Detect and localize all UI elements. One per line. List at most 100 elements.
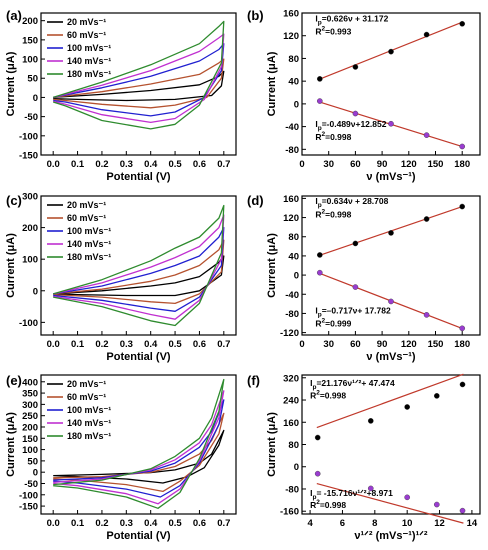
x-tick-label: 150 (428, 159, 444, 170)
annotation-text: =0.634ν + 28.708 (322, 196, 389, 206)
y-tick-label: -100 (19, 318, 38, 329)
legend-label: 140 mVs⁻¹ (67, 56, 111, 66)
legend-label: 60 mVs⁻¹ (67, 392, 106, 402)
data-point (433, 501, 440, 508)
x-tick-label: 0.3 (120, 518, 133, 529)
x-tick-label: 60 (350, 339, 361, 350)
panel-a: (a) 0.0 0.1 0.2 0.3 0.4 0.5 0.6 0.7 -150 -100 -50 0 5… (5, 8, 237, 183)
plot-frame (301, 195, 481, 336)
y-tick-label: 120 (283, 213, 299, 224)
y-tick-label: 240 (283, 396, 299, 407)
annotation-symbol: I (310, 488, 312, 498)
data-point (367, 485, 374, 492)
y-tick-label: 320 (283, 373, 299, 384)
data-point (433, 393, 440, 399)
cv-curve-2 (53, 239, 225, 305)
x-tick-label: 0.1 (71, 159, 85, 170)
cv-curve-4 (53, 390, 225, 505)
fit-annotation: Ip= -15.716ν¹ᐟ²+8.971 (310, 488, 393, 501)
data-point (316, 252, 323, 258)
data-point (388, 48, 394, 55)
annotation-text: =0.998 (320, 391, 347, 401)
y-tick-label: -160 (280, 507, 299, 518)
fit-annotation: R2=0.999 (315, 317, 351, 328)
y-axis-label: Current (μA) (266, 233, 278, 298)
y-tick-label: -100 (19, 490, 38, 501)
cv-curve-5 (53, 204, 225, 327)
fit-annotation: R2=0.998 (310, 390, 346, 401)
cv-curve-4 (53, 33, 225, 124)
y-tick-label: 160 (283, 9, 299, 20)
x-axis-label: ν (mVs⁻¹) (366, 171, 416, 183)
plot-frame (40, 374, 237, 515)
legend-label: 60 mVs⁻¹ (67, 213, 106, 223)
data-point (404, 404, 410, 410)
y-tick-label: -150 (19, 151, 38, 162)
panel-label: (e) (6, 373, 22, 388)
legend-label: 100 mVs⁻¹ (67, 226, 111, 236)
y-tick-label: -80 (285, 309, 299, 320)
x-tick-label: 0.6 (193, 518, 206, 529)
x-tick-label: 10 (402, 518, 413, 529)
y-tick-label: -40 (285, 122, 299, 133)
annotation-symbol: R (315, 210, 321, 220)
annotation-text: =0.998 (325, 132, 352, 142)
data-point (314, 434, 321, 441)
x-axis-label: Potential (V) (106, 171, 171, 183)
y-tick-label: 80 (288, 232, 299, 243)
legend-label: 180 mVs⁻¹ (67, 431, 111, 441)
plot-frame (40, 12, 237, 156)
y-tick-label: 200 (22, 16, 38, 27)
panel-label: (f) (247, 373, 260, 388)
y-tick-label: 0 (294, 271, 299, 282)
x-tick-label: 0.7 (217, 159, 230, 170)
data-point (352, 240, 359, 247)
annotation-text: =21.176ν¹ᐟ²+ 47.474 (316, 378, 395, 388)
panel-label: (b) (247, 8, 264, 23)
x-tick-label: 150 (428, 339, 444, 350)
legend-label: 140 mVs⁻¹ (67, 418, 111, 428)
x-tick-label: 90 (377, 339, 388, 350)
y-tick-label: 50 (27, 456, 38, 467)
y-tick-label: 80 (288, 54, 299, 65)
y-tick-label: 80 (288, 440, 299, 451)
data-point (352, 284, 359, 290)
annotation-text: =-0.489ν+12.852 (322, 119, 387, 129)
x-tick-label: 120 (401, 339, 417, 350)
annotation-subscript: p (312, 494, 316, 501)
y-tick-label: 0 (294, 462, 299, 473)
panel-label: (a) (6, 8, 22, 23)
annotation-text: =0.998 (320, 500, 347, 510)
y-tick-label: -150 (19, 502, 38, 513)
legend-label: 20 mVs⁻¹ (67, 17, 106, 27)
y-axis-label: Current (μA) (5, 51, 17, 116)
x-tick-label: 0.1 (71, 339, 85, 350)
annotation-text: =0.993 (325, 27, 352, 37)
annotation-subscript: p (318, 125, 322, 132)
y-tick-label: 250 (22, 411, 38, 422)
data-point (459, 381, 466, 388)
annotation-symbol: I (315, 14, 317, 24)
cv-curve-5 (53, 378, 225, 509)
legend-label: 180 mVs⁻¹ (67, 252, 111, 262)
panel-f: (f) 4 6 8 10 12 14 -160 -80 0 80 160 240 320 ν¹ᐟ² (mVs… (247, 373, 481, 542)
y-tick-label: -50 (24, 112, 38, 123)
x-tick-label: 0.1 (71, 518, 85, 529)
x-tick-label: 0.2 (95, 159, 108, 170)
x-tick-label: 0.5 (168, 159, 182, 170)
data-point (388, 230, 394, 236)
x-axis-label: Potential (V) (106, 351, 171, 363)
plot-frame (301, 12, 481, 156)
data-point (352, 64, 359, 70)
data-point (314, 470, 321, 477)
legend-label: 100 mVs⁻¹ (67, 405, 111, 415)
data-point (352, 110, 359, 117)
annotation-superscript: 2 (321, 209, 325, 216)
cv-curve-3 (53, 43, 225, 117)
annotation-symbol: R (315, 132, 321, 142)
fit-line-oxidation (316, 373, 464, 429)
y-tick-label: -80 (285, 484, 299, 495)
fit-annotation: Ip=0.634ν + 28.708 (315, 196, 388, 209)
panel-c: (c) 0.0 0.1 0.2 0.3 0.4 0.5 0.6 0.7 -100 0 100 200 30… (5, 192, 237, 363)
y-tick-label: 300 (22, 400, 38, 411)
